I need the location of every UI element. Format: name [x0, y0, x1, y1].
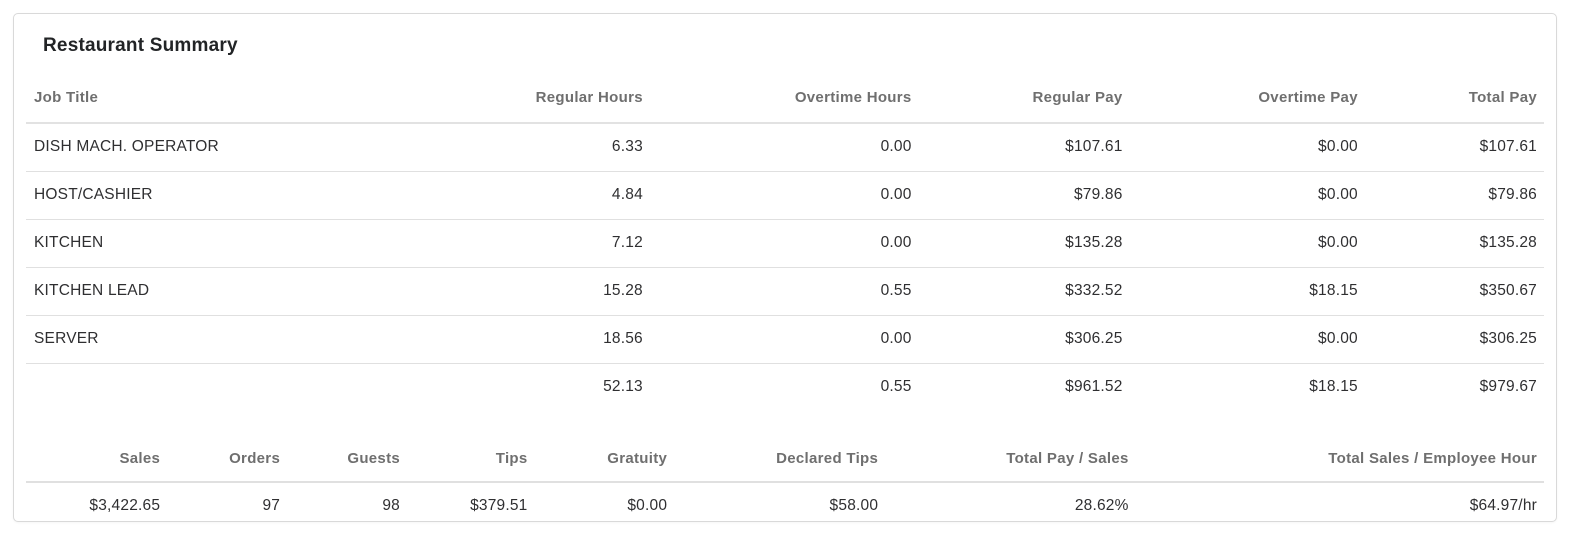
sales-summary-table: Sales Orders Guests Tips Gratuity Declar… [26, 411, 1544, 521]
column-header-total-pay: Total Pay [1364, 58, 1544, 124]
cell-overtime-hours: 0.00 [649, 123, 919, 172]
cell-regular-hours: 4.84 [387, 171, 650, 220]
cell-regular-pay: $107.61 [918, 123, 1130, 172]
cell-declared-tips: $58.00 [829, 497, 879, 514]
column-header-sales: Sales [26, 411, 168, 483]
cell-total-pay: $306.25 [1364, 315, 1544, 364]
cell-regular-hours-total: 52.13 [603, 378, 643, 396]
cell-total-sales-employee-hour: $64.97/hr [1469, 497, 1537, 514]
column-header-gratuity: Gratuity [534, 411, 675, 483]
labor-summary-table: Job Title Regular Hours Overtime Hours R… [26, 58, 1544, 411]
column-header-job-title: Job Title [26, 58, 388, 124]
cell-overtime-hours-total: 0.55 [880, 378, 912, 396]
cell-overtime-hours: 0.00 [649, 315, 919, 364]
cell-orders: 97 [262, 497, 281, 514]
sales-header-row: Sales Orders Guests Tips Gratuity Declar… [26, 411, 1544, 483]
cell-overtime-pay: $0.00 [1129, 315, 1365, 364]
column-header-guests: Guests [287, 411, 408, 483]
cell-job-title: KITCHEN LEAD [26, 267, 388, 316]
cell-regular-pay: $135.28 [918, 219, 1130, 268]
cell-regular-pay: $79.86 [918, 171, 1130, 220]
cell-overtime-pay: $18.15 [1129, 267, 1365, 316]
table-row: KITCHEN 7.12 0.00 $135.28 $0.00 $135.28 [26, 219, 1544, 268]
cell-regular-hours: 6.33 [387, 123, 650, 172]
cell-overtime-hours: 0.00 [649, 219, 919, 268]
cell-regular-hours: 7.12 [387, 219, 650, 268]
labor-totals-row: 52.13 0.55 $961.52 $18.15 $979.67 [26, 363, 1544, 411]
column-header-total-pay-sales: Total Pay / Sales [885, 411, 1136, 483]
cell-overtime-hours: 0.00 [649, 171, 919, 220]
cell-tips: $379.51 [470, 497, 528, 514]
cell-total-pay-sales: 28.62% [1074, 497, 1129, 514]
cell-job-title: HOST/CASHIER [26, 171, 388, 220]
table-row: HOST/CASHIER 4.84 0.00 $79.86 $0.00 $79.… [26, 171, 1544, 220]
cell-total-pay: $135.28 [1364, 219, 1544, 268]
cell-regular-hours: 18.56 [387, 315, 650, 364]
cell-overtime-pay: $0.00 [1129, 123, 1365, 172]
cell-total-pay-total: $979.67 [1479, 378, 1537, 396]
cell-total-pay: $79.86 [1364, 171, 1544, 220]
cell-regular-pay-total: $961.52 [1065, 378, 1123, 396]
column-header-tips: Tips [407, 411, 535, 483]
column-header-regular-pay: Regular Pay [918, 58, 1130, 124]
column-header-orders: Orders [167, 411, 288, 483]
cell-total-pay: $107.61 [1364, 123, 1544, 172]
cell-regular-pay: $306.25 [918, 315, 1130, 364]
restaurant-summary-card: Restaurant Summary Job Title Regular Hou… [13, 13, 1557, 522]
cell-job-title [26, 363, 387, 411]
labor-header-row: Job Title Regular Hours Overtime Hours R… [26, 58, 1544, 124]
cell-regular-pay: $332.52 [918, 267, 1130, 316]
column-header-overtime-hours: Overtime Hours [649, 58, 919, 124]
cell-job-title: KITCHEN [26, 219, 388, 268]
column-header-declared-tips: Declared Tips [674, 411, 886, 483]
cell-overtime-hours: 0.55 [649, 267, 919, 316]
table-row: SERVER 18.56 0.00 $306.25 $0.00 $306.25 [26, 315, 1544, 364]
cell-guests: 98 [382, 497, 401, 514]
sales-totals-row: $3,422.65 97 98 $379.51 $0.00 $58.00 28.… [26, 482, 1544, 521]
column-header-overtime-pay: Overtime Pay [1129, 58, 1365, 124]
table-row: KITCHEN LEAD 15.28 0.55 $332.52 $18.15 $… [26, 267, 1544, 316]
cell-job-title: DISH MACH. OPERATOR [26, 123, 388, 172]
cell-gratuity: $0.00 [627, 497, 668, 514]
cell-overtime-pay-total: $18.15 [1309, 378, 1358, 396]
cell-overtime-pay: $0.00 [1129, 171, 1365, 220]
cell-sales: $3,422.65 [89, 497, 161, 514]
cell-overtime-pay: $0.00 [1129, 219, 1365, 268]
page-title: Restaurant Summary [43, 35, 238, 56]
table-row: DISH MACH. OPERATOR 6.33 0.00 $107.61 $0… [26, 123, 1544, 172]
column-header-total-sales-employee-hour: Total Sales / Employee Hour [1135, 411, 1544, 483]
column-header-regular-hours: Regular Hours [387, 58, 650, 124]
cell-job-title: SERVER [26, 315, 388, 364]
cell-regular-hours: 15.28 [387, 267, 650, 316]
cell-total-pay: $350.67 [1364, 267, 1544, 316]
